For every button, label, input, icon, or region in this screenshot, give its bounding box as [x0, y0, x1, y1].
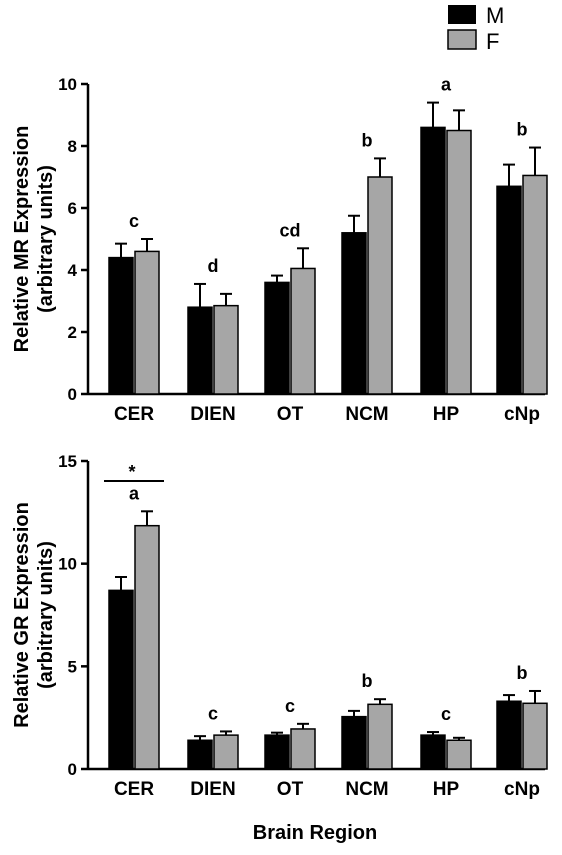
mr-y-tick-label: 8 — [68, 137, 77, 156]
gr-y-tick-label: 0 — [68, 760, 77, 779]
gr-bar-m-dien — [187, 739, 213, 770]
mr-bar-f-dien — [213, 304, 239, 395]
gr-category-label: cNp — [504, 779, 540, 800]
mr-bar-f-cer — [134, 250, 160, 395]
mr-significance-letter: d — [208, 256, 219, 276]
mr-bar-m-cer — [108, 256, 134, 395]
gr-y-axis-subtitle: (arbitrary units) — [35, 541, 57, 689]
mr-bar-f-cnp — [522, 174, 548, 395]
mr-bar-m-hp — [420, 126, 446, 395]
mr-y-tick-label: 2 — [68, 323, 77, 342]
gr-bar-f-cnp — [522, 702, 548, 770]
mr-y-tick-label: 4 — [68, 261, 78, 280]
gr-bar-m-ncm — [341, 715, 367, 770]
mr-category-label: NCM — [345, 404, 388, 425]
x-axis-title: Brain Region — [253, 822, 377, 844]
gr-category-label: NCM — [345, 779, 388, 800]
mr-y-tick-label: 6 — [68, 199, 77, 218]
gr-significance-letter: c — [441, 704, 451, 724]
gr-y-tick-label: 15 — [58, 452, 77, 471]
gr-category-label: OT — [277, 779, 304, 800]
mr-category-label: OT — [277, 404, 304, 425]
mr-significance-letter: b — [362, 130, 373, 150]
mr-bar-f-hp — [446, 129, 472, 395]
mr-significance-letter: c — [129, 211, 139, 231]
gr-bar-f-ncm — [367, 703, 393, 770]
gr-bar-f-ot — [290, 728, 316, 770]
mr-significance-letter: cd — [279, 220, 300, 240]
gr-bar-m-ot — [264, 734, 290, 770]
mr-bar-m-ncm — [341, 232, 367, 395]
mr-category-label: DIEN — [190, 404, 235, 425]
mr-bar-f-ot — [290, 267, 316, 395]
gr-category-label: DIEN — [190, 779, 235, 800]
legend: M F — [447, 3, 504, 54]
mr-significance-letter: a — [441, 75, 452, 95]
gr-significance-letter: b — [517, 663, 528, 683]
gr-expression-panel: 0 5 10 15 Relative GR Expression (arbitrary u… — [11, 452, 548, 800]
legend-swatch-f — [447, 29, 477, 50]
gr-bar-m-cnp — [496, 700, 522, 770]
gr-significance-star: * — [128, 462, 135, 482]
mr-category-label: CER — [114, 404, 154, 425]
gr-category-label: CER — [114, 779, 154, 800]
gr-bar-f-hp — [446, 739, 472, 770]
mr-y-axis-title: Relative MR Expression — [11, 126, 33, 353]
gr-significance-letter: a — [129, 483, 140, 503]
mr-bar-m-ot — [264, 281, 290, 395]
legend-label-f: F — [486, 29, 499, 54]
gr-y-axis-title: Relative GR Expression — [11, 502, 33, 728]
mr-y-tick-label: 0 — [68, 385, 77, 404]
mr-bar-m-cnp — [496, 185, 522, 395]
legend-swatch-m — [448, 5, 476, 24]
mr-y-axis-subtitle: (arbitrary units) — [35, 165, 57, 313]
mr-category-label: cNp — [504, 404, 540, 425]
mr-category-label: HP — [433, 404, 460, 425]
mr-bar-f-ncm — [367, 176, 393, 395]
gr-y-tick-label: 5 — [68, 657, 77, 676]
gr-bar-m-hp — [420, 734, 446, 770]
gr-significance-letter: c — [208, 703, 218, 723]
mr-expression-panel: 0 2 4 6 8 10 Relative MR Expression (arbitrary … — [11, 75, 548, 425]
gr-y-tick-label: 10 — [58, 555, 77, 574]
legend-label-m: M — [486, 3, 504, 28]
mr-bar-m-dien — [187, 306, 213, 395]
gr-category-label: HP — [433, 779, 460, 800]
gr-bar-m-cer — [108, 589, 134, 770]
gr-significance-letter: c — [285, 696, 295, 716]
gr-significance-letter: b — [362, 671, 373, 691]
mr-y-tick-label: 10 — [58, 75, 77, 94]
gr-bar-f-cer — [134, 524, 160, 770]
gr-bar-f-dien — [213, 734, 239, 770]
mr-significance-letter: b — [517, 120, 528, 140]
